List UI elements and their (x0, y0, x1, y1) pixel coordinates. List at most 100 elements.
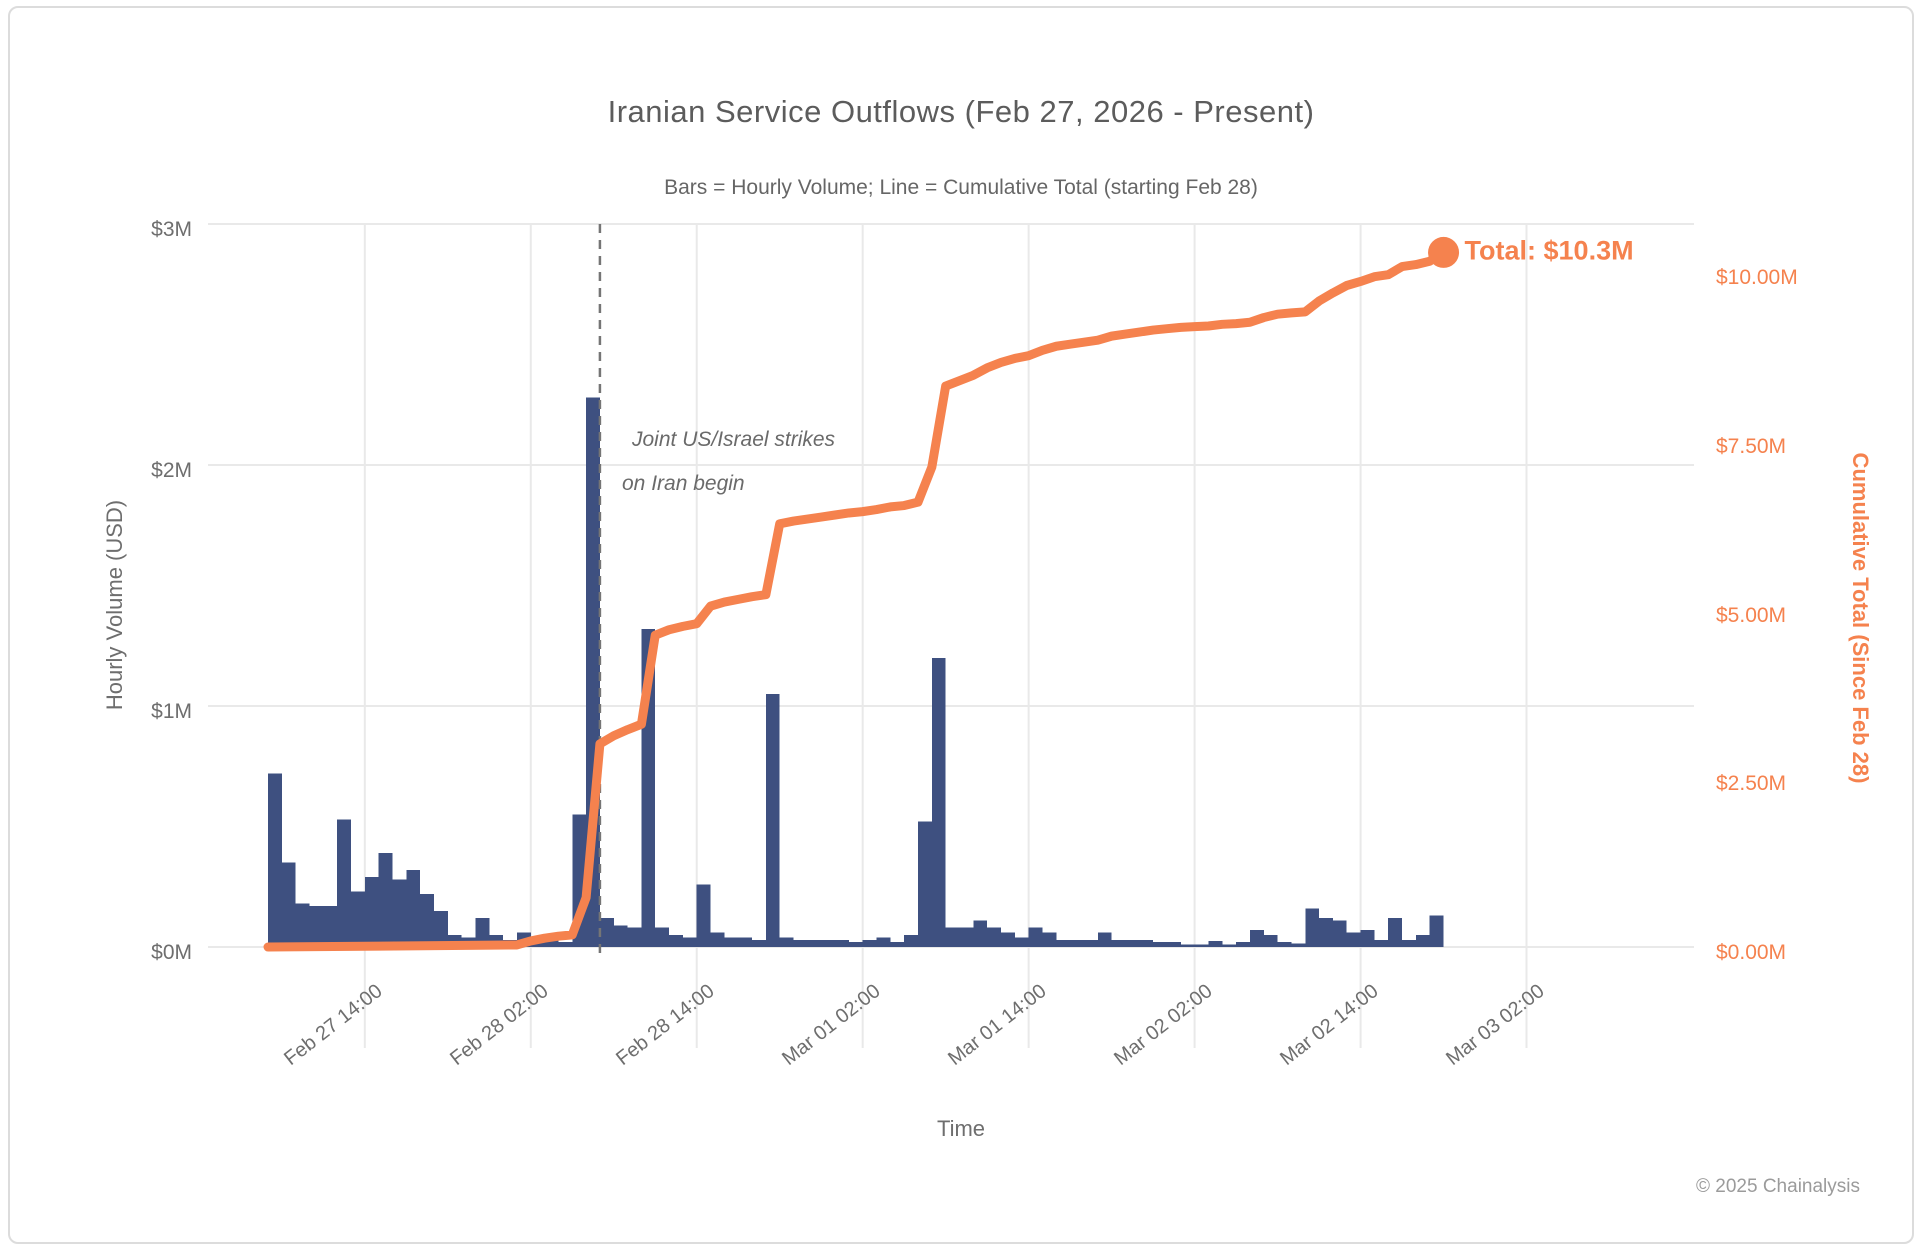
hourly-volume-bar (1166, 942, 1181, 947)
hourly-volume-bar (655, 927, 670, 947)
hourly-volume-bar (392, 879, 407, 947)
hourly-volume-bar (1125, 939, 1140, 947)
right-axis-tick: $0.00M (1716, 941, 1787, 964)
hourly-volume-bar (876, 937, 891, 947)
hourly-volume-bar (1346, 932, 1361, 947)
hourly-volume-bar (1070, 939, 1084, 947)
hourly-volume-bar (337, 819, 351, 947)
hourly-volume-bar (1415, 934, 1430, 947)
hourly-volume-bar (558, 942, 573, 947)
hourly-volume-bar (1360, 930, 1375, 947)
hourly-volume-bar (1083, 939, 1098, 947)
hourly-volume-bar (696, 884, 711, 947)
hourly-volume-bar (918, 821, 932, 947)
total-label: Total: $10.3M (1464, 235, 1634, 266)
hourly-volume-bar (599, 918, 614, 947)
hourly-volume-bar (945, 927, 960, 947)
hourly-volume-bar (475, 918, 490, 947)
event-annotation-line1: Joint US/Israel strikes (632, 428, 836, 451)
hourly-volume-bar (433, 910, 448, 947)
hourly-volume-bar (364, 877, 379, 947)
hourly-volume-bar (627, 927, 642, 947)
x-axis-title: Time (936, 1116, 986, 1141)
hourly-volume-bar (821, 939, 836, 947)
hourly-volume-bar (987, 927, 1001, 947)
hourly-volume-bar (779, 937, 794, 947)
copyright: © 2025 Chainalysis (1696, 1176, 1860, 1197)
hourly-volume-bar (738, 937, 753, 947)
hourly-volume-bar (1319, 918, 1333, 947)
chart-subtitle: Bars = Hourly Volume; Line = Cumulative … (664, 176, 1258, 199)
hourly-volume-bar (1153, 942, 1167, 947)
hourly-volume-bar (309, 906, 324, 947)
hourly-volume-bar (1236, 942, 1250, 947)
right-axis-tick: $2.50M (1716, 772, 1787, 796)
hourly-volume-bar (1402, 939, 1416, 947)
chart-frame: Iranian Service Outflows (Feb 27, 2026 -… (8, 6, 1914, 1244)
hourly-volume-bar (1014, 937, 1029, 947)
hourly-volume-bar (1332, 920, 1347, 947)
cumulative-end-dot (1428, 236, 1460, 268)
event-annotation-line2: on Iran begin (622, 472, 745, 495)
hourly-volume-bar (682, 937, 697, 947)
hourly-volume-bar (1139, 939, 1154, 947)
hourly-volume-bar (710, 932, 725, 947)
hourly-volume-bar (848, 942, 863, 947)
plot-canvas (208, 223, 1694, 1048)
hourly-volume-bar (959, 927, 974, 947)
hourly-volume-bar (1305, 908, 1320, 947)
hourly-volume-bar (1291, 943, 1306, 947)
right-axis-tick: $10.00M (1716, 266, 1798, 289)
hourly-volume-bar (613, 925, 628, 947)
hourly-volume-bar (835, 939, 849, 947)
hourly-volume-bar (669, 934, 683, 947)
right-axis-title: Cumulative Total (Since Feb 28) (1848, 452, 1873, 784)
hourly-volume-bar (1180, 944, 1195, 947)
hourly-volume-bar (544, 939, 559, 947)
hourly-volume-bar (1374, 939, 1389, 947)
hourly-volume-bar (1042, 932, 1057, 947)
left-axis-tick: $1M (151, 700, 192, 723)
hourly-volume-bar (1000, 932, 1015, 947)
cumulative-total-line (263, 247, 1449, 952)
hourly-volume-bar (752, 939, 766, 947)
left-axis-tick: $0M (151, 941, 192, 964)
hourly-volume-bar (1263, 934, 1278, 947)
page-title: Iranian Service Outflows (Feb 27, 2026 -… (607, 94, 1315, 129)
hourly-volume-bar (807, 939, 822, 947)
left-axis-tick: $3M (151, 218, 192, 241)
hourly-volume-bar (268, 773, 282, 947)
hourly-volume-bar (1028, 927, 1043, 947)
right-axis-tick: $7.50M (1716, 434, 1787, 458)
right-axis-tick: $5.00M (1716, 603, 1787, 627)
hourly-volume-bar (1222, 944, 1237, 947)
hourly-volume-bar (406, 869, 421, 947)
hourly-volume-bar (1097, 932, 1112, 947)
hourly-volume-bar (724, 937, 739, 947)
hourly-volume-bar (904, 934, 919, 947)
hourly-volume-bar (1056, 939, 1071, 947)
hourly-volume-bar (350, 891, 365, 947)
hourly-volume-bar (1388, 918, 1403, 947)
hourly-volume-bar (1208, 940, 1223, 947)
hourly-volume-bar (1429, 915, 1444, 947)
hourly-volume-bar (295, 903, 310, 947)
hourly-volume-bar (931, 657, 946, 947)
hourly-volume-bar (1111, 939, 1126, 947)
left-axis-tick: $2M (151, 459, 192, 482)
hourly-volume-bar (1249, 930, 1264, 947)
hourly-volume-bar (765, 693, 780, 947)
hourly-volume-bar (793, 939, 808, 947)
hourly-volume-bar (1277, 942, 1292, 947)
hourly-volume-bar (1194, 944, 1209, 947)
hourly-volume-bar (973, 920, 988, 947)
hourly-volume-bar (890, 942, 905, 947)
hourly-volume-bar (862, 939, 877, 947)
hourly-volume-bar (323, 906, 338, 947)
hourly-volume-bar (378, 853, 393, 947)
hourly-volume-bar (420, 893, 434, 947)
left-axis-title: Hourly Volume (USD) (102, 499, 127, 711)
hourly-volume-bar (281, 862, 296, 947)
event-annotation: Joint US/Israel strikes on Iran begin (622, 418, 835, 506)
